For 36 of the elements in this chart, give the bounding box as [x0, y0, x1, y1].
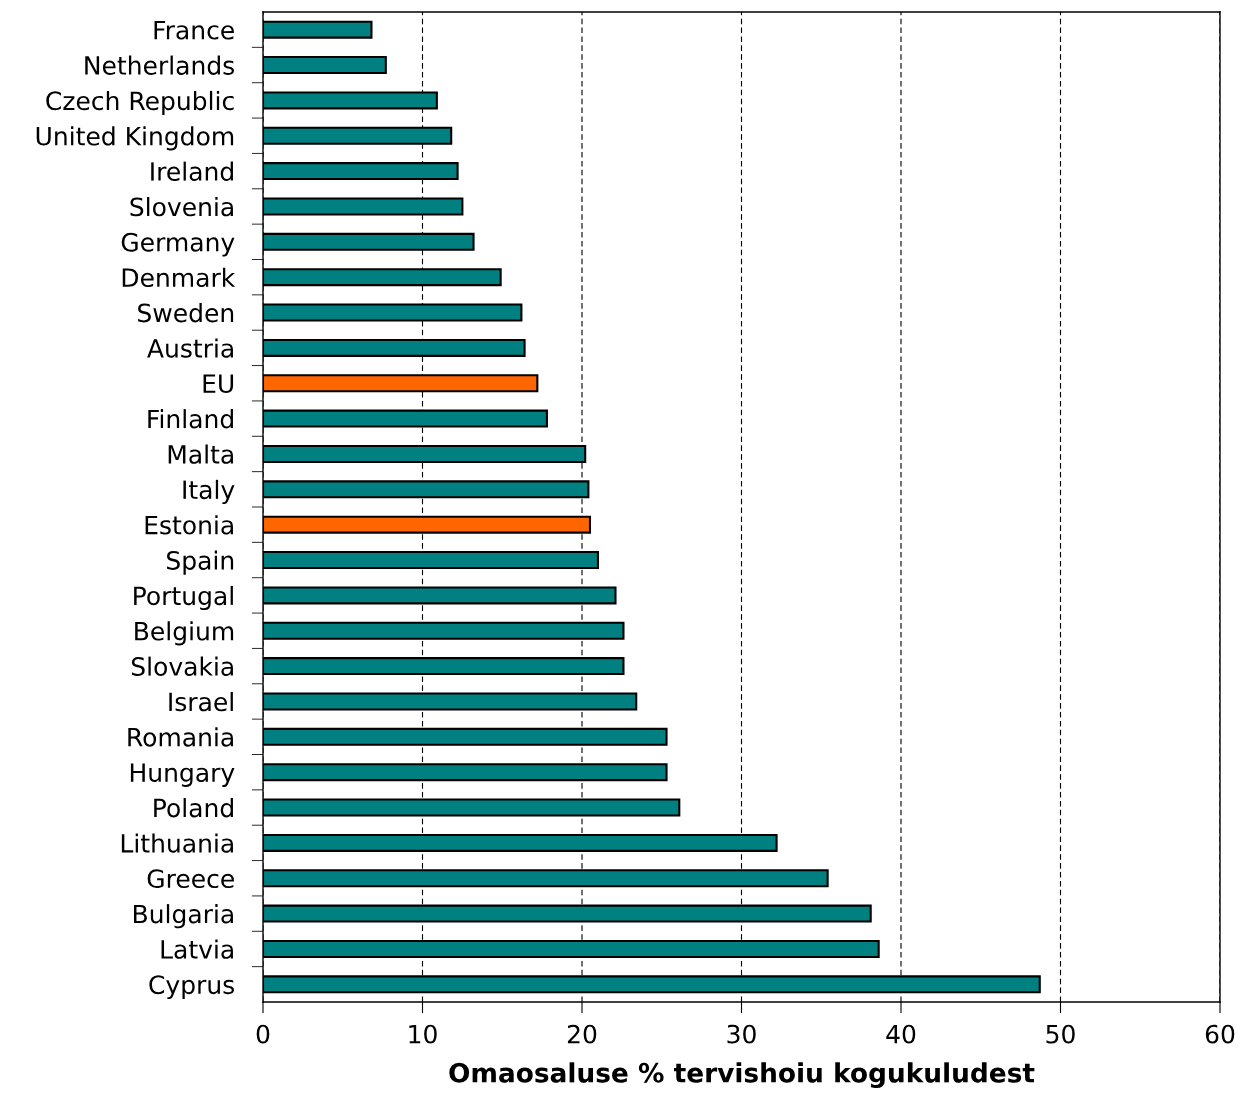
y-tick-label: France — [154, 20, 234, 40]
y-tick-label: Hungary — [130, 763, 235, 787]
y-tick-label: Latvia — [161, 939, 233, 959]
y-tick-label: Portugal — [134, 585, 233, 611]
y-tick-label: Malta — [168, 444, 233, 464]
x-tick-label: 60 — [1205, 1024, 1235, 1044]
y-tick-label: Israel — [169, 691, 233, 712]
x-tick-label: 10 — [409, 1024, 437, 1044]
x-tick-label: 50 — [1046, 1024, 1075, 1044]
y-tick-label: Czech Republic — [46, 90, 234, 116]
y-tick-label: Italy — [183, 479, 235, 505]
y-tick-label: Slovenia — [130, 196, 233, 217]
x-tick-label: 20 — [567, 1024, 597, 1044]
y-tick-label: Belgium — [135, 621, 234, 646]
y-tick-label: Austria — [147, 338, 233, 358]
y-tick-label: Slovakia — [131, 656, 233, 676]
x-tick-label: 30 — [727, 1024, 756, 1044]
x-tick-label: 0 — [256, 1024, 270, 1044]
y-tick-label: Romania — [128, 727, 233, 747]
y-tick-label: Ireland — [151, 161, 233, 181]
y-tick-label: Denmark — [122, 267, 236, 288]
y-tick-label: Cyprus — [149, 975, 234, 1000]
y-tick-label: Greece — [147, 869, 234, 889]
y-tick-label: United Kingdom — [36, 126, 234, 151]
y-tick-label: Estonia — [145, 515, 233, 535]
x-axis-title: Omaosaluse % tervishoiu kogukuludest — [449, 1062, 1035, 1089]
y-tick-label: EU — [203, 374, 234, 394]
y-tick-label: Spain — [167, 550, 234, 575]
y-tick-label: Netherlands — [85, 55, 234, 75]
y-tick-label: Finland — [148, 409, 233, 429]
x-tick-label: 40 — [886, 1024, 916, 1044]
y-tick-label: Sweden — [138, 303, 234, 323]
y-tick-label: Germany — [121, 232, 235, 257]
y-tick-label: Bulgaria — [134, 904, 233, 929]
y-tick-label: Poland — [154, 798, 233, 818]
y-tick-label: Lithuania — [121, 833, 233, 853]
